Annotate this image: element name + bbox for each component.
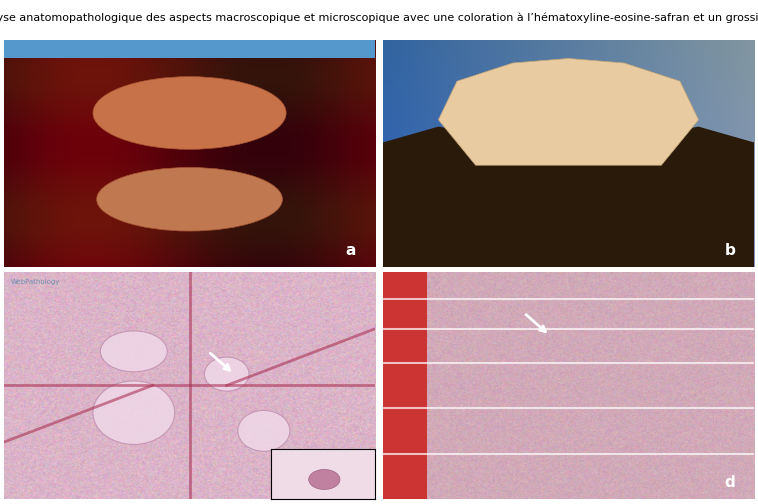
Text: WebPathology: WebPathology bbox=[11, 279, 61, 285]
FancyBboxPatch shape bbox=[4, 40, 375, 58]
Ellipse shape bbox=[100, 331, 168, 372]
Text: b: b bbox=[725, 243, 735, 258]
Text: d: d bbox=[725, 475, 735, 490]
FancyBboxPatch shape bbox=[383, 272, 428, 499]
Text: c: c bbox=[346, 475, 355, 490]
Text: Figure 1: Analyse anatomopathologique des aspects macroscopique et microscopique: Figure 1: Analyse anatomopathologique de… bbox=[0, 13, 758, 23]
Text: a: a bbox=[346, 243, 356, 258]
Ellipse shape bbox=[93, 77, 286, 149]
Ellipse shape bbox=[205, 357, 249, 391]
Polygon shape bbox=[438, 58, 698, 165]
Ellipse shape bbox=[238, 410, 290, 451]
Ellipse shape bbox=[93, 381, 174, 445]
Ellipse shape bbox=[97, 167, 283, 231]
Polygon shape bbox=[383, 127, 754, 267]
